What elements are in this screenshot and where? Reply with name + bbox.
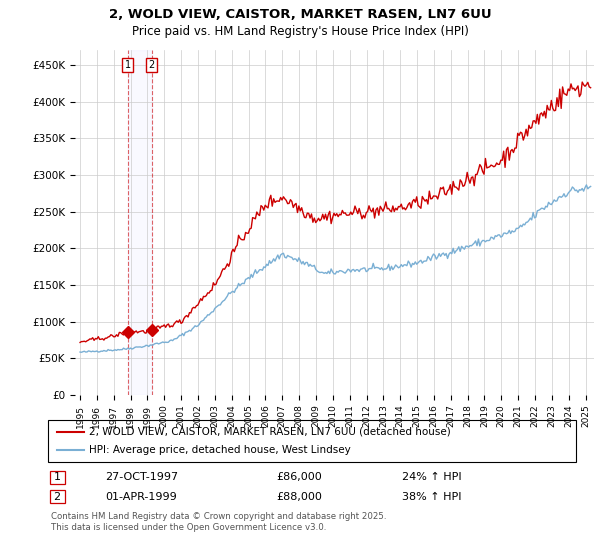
Text: 01-APR-1999: 01-APR-1999 (105, 492, 177, 502)
Text: 1: 1 (53, 472, 61, 482)
Text: Contains HM Land Registry data © Crown copyright and database right 2025.
This d: Contains HM Land Registry data © Crown c… (51, 512, 386, 532)
Text: 27-OCT-1997: 27-OCT-1997 (105, 472, 178, 482)
Text: 2: 2 (53, 492, 61, 502)
Text: 2: 2 (149, 60, 155, 70)
Text: £86,000: £86,000 (276, 472, 322, 482)
Text: 24% ↑ HPI: 24% ↑ HPI (402, 472, 461, 482)
Text: 2, WOLD VIEW, CAISTOR, MARKET RASEN, LN7 6UU (detached house): 2, WOLD VIEW, CAISTOR, MARKET RASEN, LN7… (89, 427, 451, 437)
Text: Price paid vs. HM Land Registry's House Price Index (HPI): Price paid vs. HM Land Registry's House … (131, 25, 469, 38)
Text: £88,000: £88,000 (276, 492, 322, 502)
Text: 1: 1 (125, 60, 131, 70)
Bar (128, 50, 152, 395)
Text: 2, WOLD VIEW, CAISTOR, MARKET RASEN, LN7 6UU: 2, WOLD VIEW, CAISTOR, MARKET RASEN, LN7… (109, 8, 491, 21)
Text: HPI: Average price, detached house, West Lindsey: HPI: Average price, detached house, West… (89, 445, 350, 455)
Text: 38% ↑ HPI: 38% ↑ HPI (402, 492, 461, 502)
